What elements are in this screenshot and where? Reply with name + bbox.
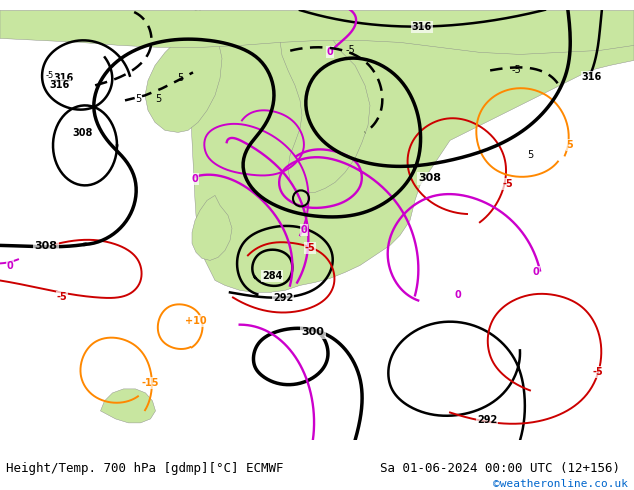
Text: 0: 0 [6, 261, 13, 271]
Text: 5: 5 [177, 74, 183, 83]
Text: 292: 292 [477, 416, 497, 425]
Text: -15: -15 [141, 378, 158, 389]
Text: 0: 0 [533, 268, 540, 277]
Text: 316: 316 [412, 23, 432, 32]
Text: -5: -5 [304, 244, 315, 253]
Text: 5: 5 [527, 150, 533, 160]
Text: +10: +10 [185, 317, 207, 326]
Text: 5: 5 [135, 95, 141, 104]
Text: 0: 0 [455, 291, 462, 300]
Text: 300: 300 [302, 327, 325, 338]
Text: 316: 316 [50, 80, 70, 90]
Text: 308: 308 [34, 242, 58, 251]
Text: 5: 5 [155, 95, 161, 104]
Text: ©weatheronline.co.uk: ©weatheronline.co.uk [493, 479, 628, 489]
Text: 0: 0 [301, 225, 307, 235]
Text: 0: 0 [327, 48, 333, 57]
Text: -5: -5 [503, 179, 514, 190]
Text: 0: 0 [191, 174, 198, 184]
Text: 308: 308 [73, 128, 93, 138]
Text: -5: -5 [345, 46, 355, 55]
Text: 316: 316 [582, 73, 602, 82]
Text: 316: 316 [53, 74, 73, 83]
Text: Height/Temp. 700 hPa [gdmp][°C] ECMWF: Height/Temp. 700 hPa [gdmp][°C] ECMWF [6, 462, 284, 475]
Text: 284: 284 [262, 271, 282, 281]
Text: 308: 308 [418, 173, 441, 183]
Text: 292: 292 [273, 294, 293, 303]
Text: -5: -5 [511, 65, 521, 75]
Text: Sa 01-06-2024 00:00 UTC (12+156): Sa 01-06-2024 00:00 UTC (12+156) [380, 462, 621, 475]
Text: 5: 5 [567, 141, 573, 150]
Text: -5: -5 [593, 368, 604, 377]
Text: -5: -5 [46, 71, 54, 80]
Text: -5: -5 [56, 293, 67, 302]
